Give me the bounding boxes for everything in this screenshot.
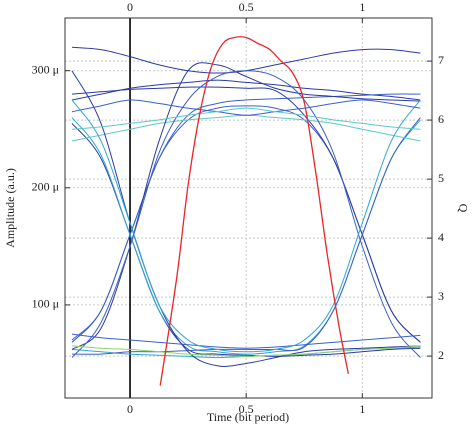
x-top-tick-label: 0.5 — [239, 0, 254, 14]
y2-tick-label: 3 — [438, 289, 444, 303]
y-tick-label: 100 μ — [32, 297, 59, 311]
eye-trace — [71, 99, 421, 353]
q-curve — [159, 36, 350, 386]
eye-trace — [71, 117, 421, 355]
eye-trace — [71, 99, 421, 116]
y-tick-label: 300 μ — [32, 62, 59, 76]
y-tick-label: 200 μ — [32, 180, 59, 194]
y-axis-label: Amplitude (a.u.) — [3, 168, 17, 248]
x-axis-label: Time (bit period) — [207, 410, 289, 424]
y2-tick-label: 4 — [438, 230, 444, 244]
y2-tick-label: 5 — [438, 171, 444, 185]
y2-axis-label: Q — [456, 204, 470, 213]
y2-tick-label: 2 — [438, 348, 444, 362]
eye-trace — [71, 107, 421, 130]
x-tick-label: 0.5 — [239, 402, 254, 416]
x-tick-label: 0 — [127, 402, 133, 416]
x-top-tick-label: 1 — [359, 0, 365, 14]
eye-trace — [71, 79, 421, 101]
y2-tick-label: 7 — [438, 53, 444, 67]
x-top-tick-label: 0 — [127, 0, 133, 14]
plot-frame — [64, 17, 433, 399]
y2-tick-label: 6 — [438, 112, 444, 126]
eye-trace — [71, 70, 421, 358]
eye-trace — [71, 345, 421, 357]
eye-trace — [71, 86, 421, 343]
eye-trace — [71, 333, 421, 349]
x-tick-label: 1 — [359, 402, 365, 416]
